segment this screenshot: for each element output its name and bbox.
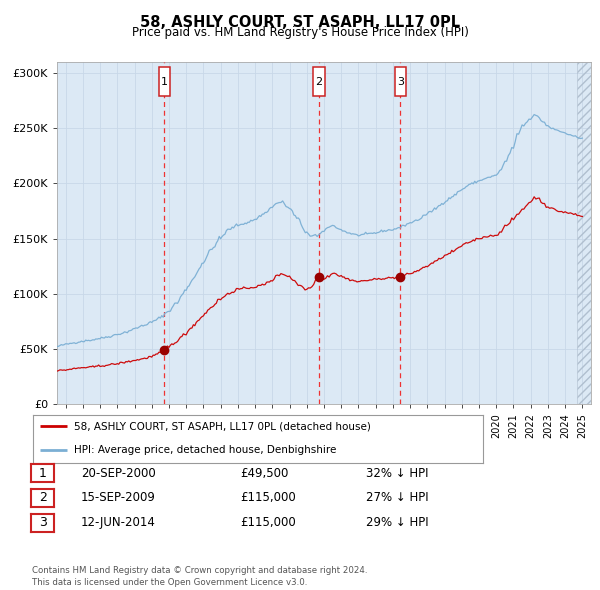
Text: Contains HM Land Registry data © Crown copyright and database right 2024.
This d: Contains HM Land Registry data © Crown c… (32, 566, 367, 587)
Text: 58, ASHLY COURT, ST ASAPH, LL17 0PL (detached house): 58, ASHLY COURT, ST ASAPH, LL17 0PL (det… (74, 421, 370, 431)
FancyBboxPatch shape (313, 67, 325, 96)
Text: 3: 3 (38, 516, 47, 529)
Text: 15-SEP-2009: 15-SEP-2009 (81, 491, 156, 504)
Text: 2: 2 (38, 491, 47, 504)
Text: 20-SEP-2000: 20-SEP-2000 (81, 467, 156, 480)
Text: 2: 2 (316, 77, 323, 87)
FancyBboxPatch shape (395, 67, 406, 96)
Text: £115,000: £115,000 (240, 491, 296, 504)
Text: 3: 3 (397, 77, 404, 87)
Text: 12-JUN-2014: 12-JUN-2014 (81, 516, 156, 529)
Text: 32% ↓ HPI: 32% ↓ HPI (366, 467, 428, 480)
Text: £115,000: £115,000 (240, 516, 296, 529)
Text: 58, ASHLY COURT, ST ASAPH, LL17 0PL: 58, ASHLY COURT, ST ASAPH, LL17 0PL (140, 15, 460, 30)
Text: 1: 1 (161, 77, 167, 87)
FancyBboxPatch shape (158, 67, 170, 96)
Text: HPI: Average price, detached house, Denbighshire: HPI: Average price, detached house, Denb… (74, 445, 336, 455)
Text: £49,500: £49,500 (240, 467, 289, 480)
Text: 29% ↓ HPI: 29% ↓ HPI (366, 516, 428, 529)
Text: 27% ↓ HPI: 27% ↓ HPI (366, 491, 428, 504)
Text: Price paid vs. HM Land Registry's House Price Index (HPI): Price paid vs. HM Land Registry's House … (131, 26, 469, 39)
Text: 1: 1 (38, 467, 47, 480)
